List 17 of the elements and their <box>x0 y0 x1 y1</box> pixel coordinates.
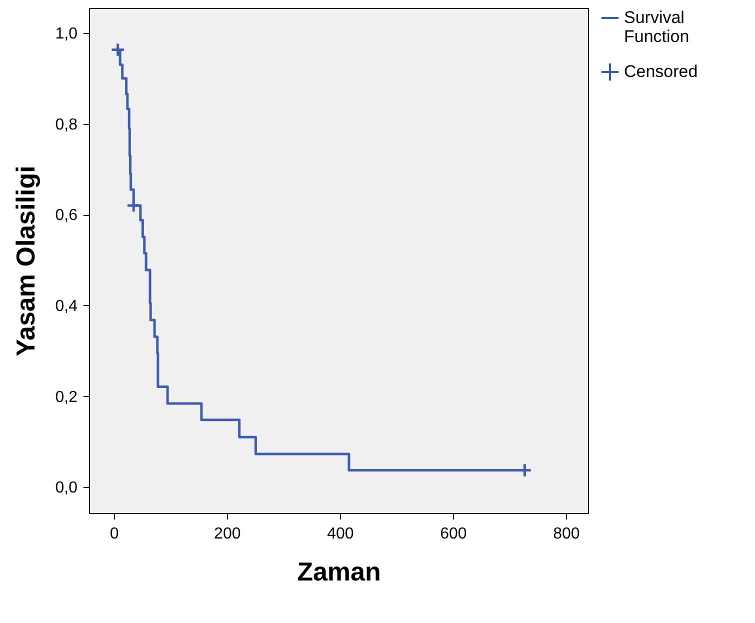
point <box>126 198 142 213</box>
x-tick-label: 200 <box>214 526 241 542</box>
y-tick-label: 0,0 <box>55 480 78 497</box>
x-tick-label: 0 <box>110 526 119 542</box>
x-tick-label: 600 <box>440 526 467 542</box>
y-tick-label: 0,6 <box>55 207 78 224</box>
y-tick-label: 0,8 <box>55 116 78 134</box>
x-axis-title: Zaman <box>297 556 381 586</box>
legend-label: Survival Function <box>624 8 690 46</box>
y-tick-label: 1,0 <box>55 25 78 42</box>
legend-label: Censored <box>624 62 698 81</box>
y-tick-label: 0,4 <box>55 298 78 315</box>
y-axis-title: Yasam Olasiligi <box>10 166 40 356</box>
y-tick-label: 0,2 <box>55 388 78 406</box>
point <box>110 42 126 58</box>
x-tick-label: 400 <box>327 526 354 542</box>
x-tick-label: 800 <box>553 526 580 542</box>
